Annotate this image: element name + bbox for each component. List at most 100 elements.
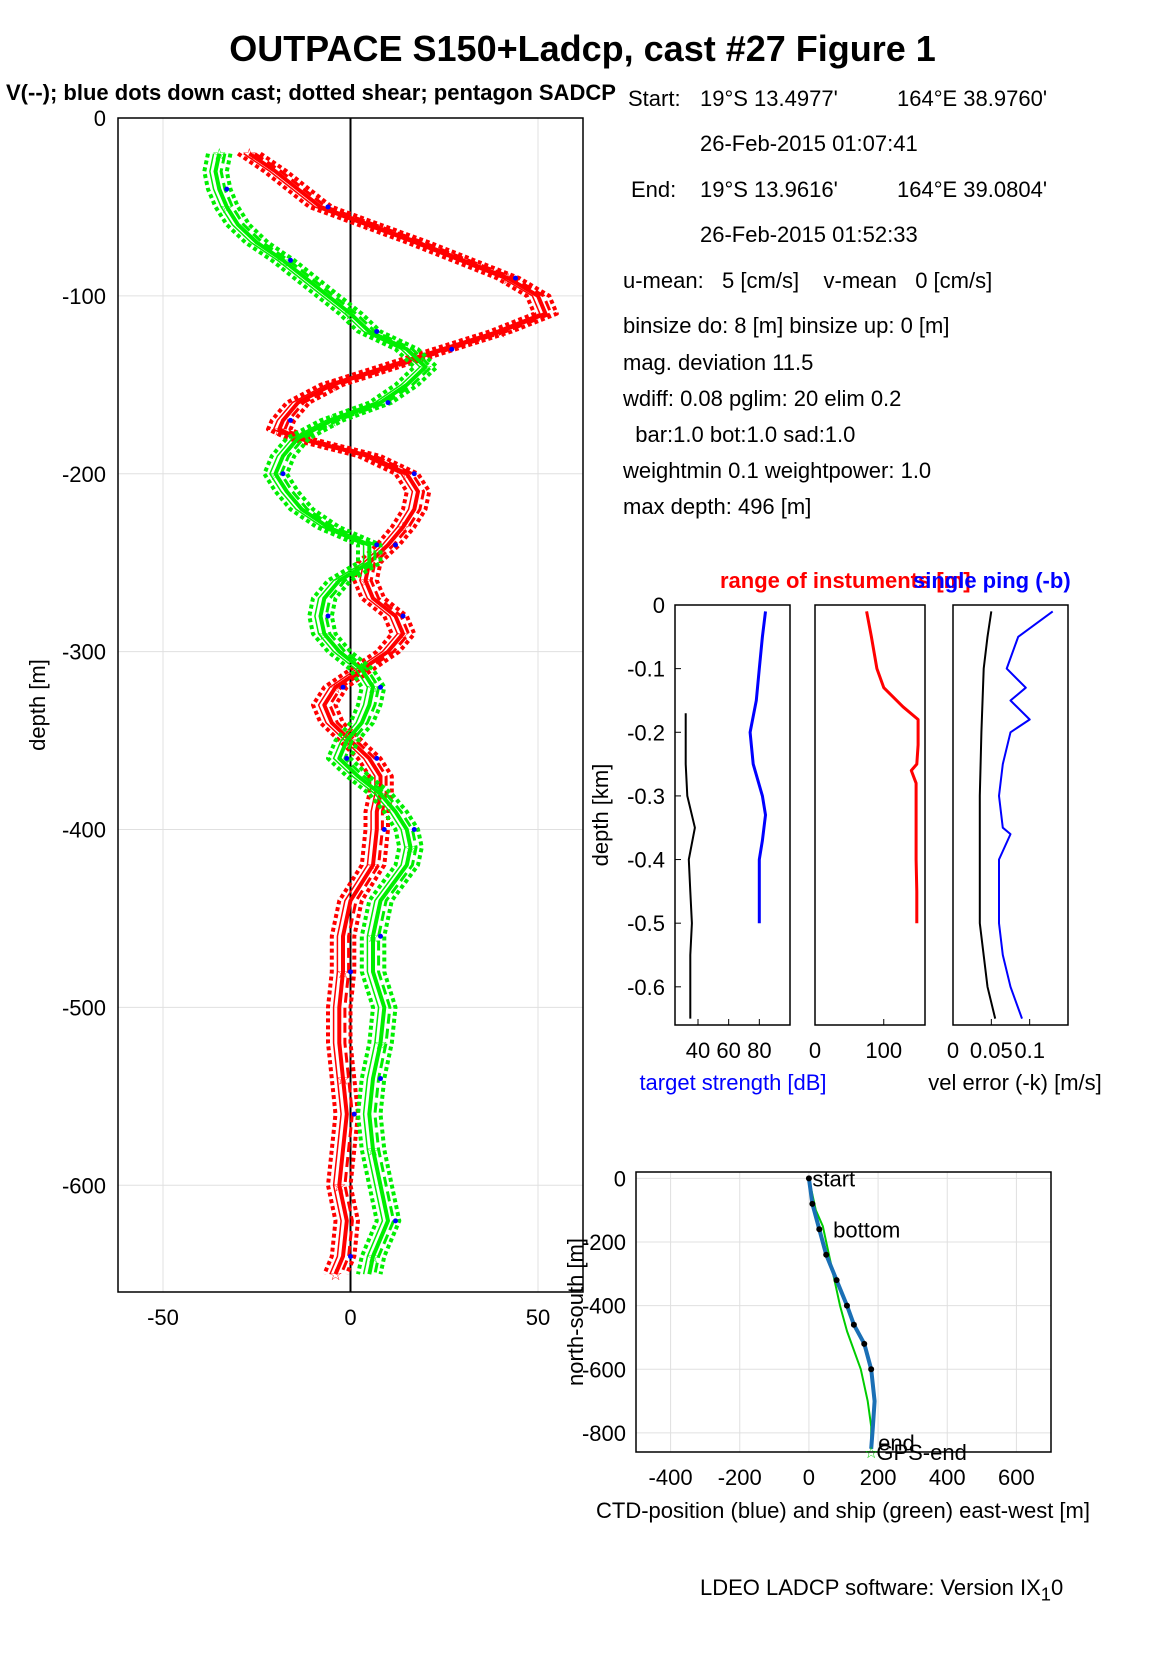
downcast-dot	[374, 328, 380, 334]
downcast-dot	[340, 684, 346, 690]
small-y-tick-label: -0.6	[627, 975, 665, 1000]
v-velocity-sadcp-marker: ☆	[340, 734, 354, 751]
software-footer: LDEO LADCP software: Version IX10	[700, 1575, 1063, 1605]
v-velocity-sadcp-marker: ☆	[366, 1249, 380, 1266]
map-label-end: end	[878, 1430, 915, 1455]
u-velocity-sadcp-marker: ☆	[336, 965, 350, 982]
end-label: End:	[631, 177, 677, 202]
main-x-tick-label: 50	[526, 1305, 550, 1330]
downcast-dot	[449, 346, 455, 352]
v-velocity-sadcp-marker: ☆	[366, 680, 380, 697]
footer-tail: 0	[1050, 1575, 1064, 1600]
downcast-dot	[393, 542, 398, 548]
main-y-tick-label: -200	[62, 462, 106, 487]
weights: bar:1.0 bot:1.0 sad:1.0	[623, 422, 856, 447]
start-label: Start:	[628, 86, 681, 111]
v-velocity-line	[213, 153, 428, 1275]
target-strength-panel-x-tick-label: 60	[716, 1038, 740, 1063]
downcast-dot	[288, 257, 293, 263]
downcast-dot	[280, 471, 286, 477]
downcast-dot	[381, 827, 387, 833]
map-x-tick-label: 0	[803, 1465, 815, 1490]
main-y-tick-label: -400	[62, 818, 106, 843]
end-lat: 19°S 13.9616'	[700, 177, 838, 202]
single-ping-title: single ping (-b)	[913, 568, 1071, 593]
map-x-tick-label: 400	[929, 1465, 966, 1490]
downcast-dot	[374, 542, 380, 548]
gps-end-marker: ☆	[864, 1445, 878, 1462]
main-plot-frame	[117, 117, 584, 1293]
ctd-position-dot	[850, 1321, 857, 1328]
v-velocity-dashed-line	[219, 153, 433, 1275]
map-x-tick-label: 600	[998, 1465, 1035, 1490]
u-velocity-sadcp-marker: ☆	[325, 378, 339, 395]
target-strength-panel-x-tick-label: 80	[747, 1038, 771, 1063]
main-y-tick-label: -500	[62, 995, 106, 1020]
v-velocity-sadcp-marker: ☆	[268, 467, 282, 484]
u-velocity-sadcp-marker: ☆	[501, 271, 515, 288]
map-label-start: start	[812, 1166, 855, 1191]
map-y-tick-label: 0	[614, 1166, 626, 1191]
downcast-dot	[378, 933, 383, 939]
ctd-track	[806, 1178, 877, 1449]
v-velocity-shear-band	[224, 153, 439, 1275]
downcast-dot	[378, 684, 383, 690]
v-velocity-sadcp-marker: ☆	[403, 840, 417, 857]
map-x-tick-label: 200	[860, 1465, 897, 1490]
end-lon: 164°E 39.0804'	[897, 177, 1048, 202]
ctd-position-dot	[809, 1200, 816, 1207]
ctd-position-dot	[868, 1366, 875, 1373]
figure-title: OUTPACE S150+Ladcp, cast #27 Figure 1	[229, 28, 936, 69]
range-panel-line	[865, 611, 920, 924]
downcast-dot	[385, 400, 391, 406]
mag-deviation: mag. deviation 11.5	[623, 350, 814, 375]
target-strength-panel-line	[684, 713, 696, 1019]
ctd-position-dot	[823, 1251, 830, 1258]
v-velocity-thin-line	[209, 153, 421, 1275]
downcast-dot	[325, 613, 331, 619]
downcast-dot	[348, 969, 353, 975]
map-y-tick-label: -200	[582, 1230, 626, 1255]
main-y-tick-label: 0	[94, 106, 106, 131]
small-y-tick-label: -0.5	[627, 911, 665, 936]
v-velocity-shear-band	[202, 153, 417, 1275]
main-x-tick-label: -50	[147, 1305, 179, 1330]
ctd-position-dot	[816, 1226, 823, 1233]
small-y-tick-label: -0.4	[627, 848, 665, 873]
v-velocity-sadcp-marker: ☆	[325, 413, 339, 430]
u-velocity-sadcp-marker: ☆	[328, 680, 342, 697]
map-y-tick-label: -600	[582, 1357, 626, 1382]
target-strength-panel-x-tick-label: 40	[686, 1038, 710, 1063]
v-velocity-sadcp-marker: ☆	[418, 360, 432, 377]
downcast-dot	[325, 204, 331, 210]
v-velocity-sadcp-marker: ☆	[321, 520, 335, 537]
map-label-gps-end: GPS-end	[876, 1440, 967, 1465]
vel-error-panel-x-tick-label: 0.1	[1014, 1038, 1045, 1063]
downcast-dot	[411, 827, 417, 833]
map-label-bottom: bottom	[833, 1217, 900, 1242]
u-velocity-sadcp-marker: ☆	[358, 573, 372, 590]
u-velocity-dashed-line	[254, 152, 553, 1275]
v-velocity-sadcp-marker: ☆	[212, 147, 226, 164]
small-y-tick-label: -0.1	[627, 657, 665, 682]
u-velocity-thin-line	[243, 152, 541, 1275]
ship-track	[807, 1178, 873, 1449]
v-velocity-sadcp-marker: ☆	[373, 1036, 387, 1053]
downcast-dot	[393, 1218, 398, 1224]
target-strength-label: target strength [dB]	[639, 1070, 826, 1095]
u-velocity-shear-band	[236, 151, 537, 1275]
main-x-tick-label: 0	[344, 1305, 356, 1330]
end-time: 26-Feb-2015 01:52:33	[700, 222, 918, 247]
u-velocity-sadcp-marker: ☆	[493, 324, 507, 341]
v-velocity-sadcp-marker: ☆	[343, 307, 357, 324]
downcast-dot	[344, 755, 350, 761]
v-velocity-sadcp-marker: ☆	[366, 1143, 380, 1160]
range-title: range of instuments [m]	[720, 568, 971, 593]
footer-text: LDEO LADCP software: Version IX	[700, 1575, 1041, 1600]
small-y-tick-label: 0	[653, 593, 665, 618]
downcast-dot	[224, 186, 230, 192]
target-strength-panel-line	[748, 611, 767, 924]
downcast-dot	[351, 1111, 357, 1117]
main-y-tick-label: -600	[62, 1173, 106, 1198]
